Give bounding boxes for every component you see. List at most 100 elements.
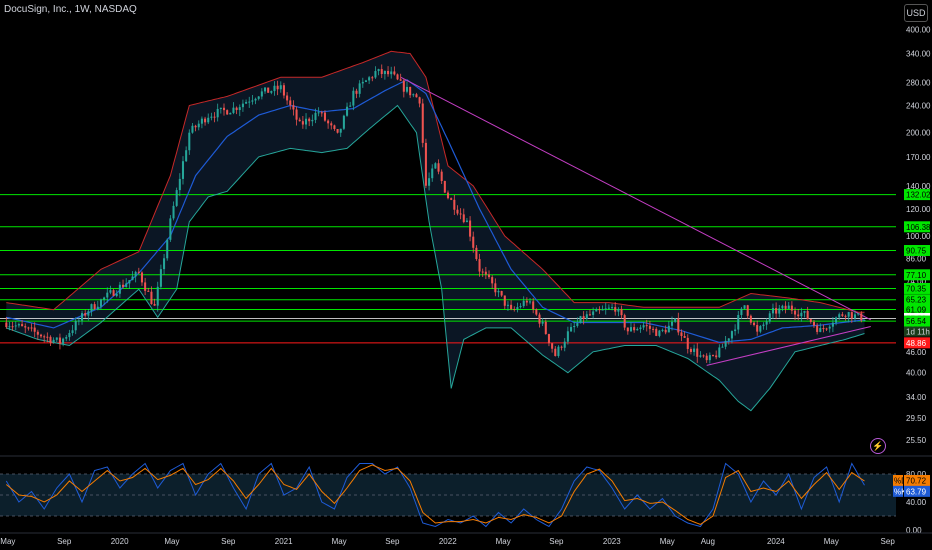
y-tick-label: 86.00 [906, 255, 927, 264]
candle-body [33, 327, 36, 332]
candle-body [639, 327, 642, 330]
stoch-k-key [893, 485, 903, 497]
candle-body [65, 337, 68, 339]
candle-body [860, 313, 863, 321]
y-tick-label: 100.00 [906, 232, 931, 241]
candle-body [529, 301, 532, 303]
level-tag [904, 337, 930, 349]
candle-body [557, 346, 560, 356]
candle-body [144, 282, 147, 291]
candle-body [661, 329, 664, 331]
level-tag-label: 61.09 [906, 306, 927, 315]
candle-body [200, 118, 203, 124]
candle-body [746, 305, 749, 316]
candle-body [614, 307, 617, 312]
lightning-icon[interactable]: ⚡ [870, 438, 886, 454]
candle-body [592, 311, 595, 315]
candle-body [465, 220, 468, 223]
candle-body [93, 304, 96, 310]
candle-body [276, 85, 279, 90]
candle-body [487, 274, 491, 278]
candle-body [491, 277, 494, 284]
candle-body [355, 90, 358, 94]
candle-body [563, 341, 566, 348]
candle-body [134, 271, 137, 277]
stoch-y-tick-label: 0.00 [906, 526, 922, 535]
candle-body [812, 321, 815, 326]
lower-band-line [6, 104, 865, 412]
candle-body [36, 331, 39, 335]
candle-body [412, 94, 415, 96]
candle-body [393, 71, 396, 75]
candle-body [390, 71, 393, 75]
candle-body [289, 100, 292, 106]
candle-body [298, 119, 301, 122]
x-tick-label: May [0, 537, 15, 546]
candle-body [118, 284, 121, 294]
candle-body [828, 326, 831, 329]
candle-body [822, 328, 825, 330]
candle-body [727, 338, 730, 341]
candle-body [292, 105, 295, 110]
candle-body [705, 355, 708, 361]
candle-body [96, 306, 99, 310]
candle-body [282, 85, 285, 96]
candle-body [819, 328, 822, 332]
candle-body [547, 334, 550, 344]
candle-body [137, 271, 140, 273]
candle-body [263, 87, 267, 92]
level-tag-label: 48.86 [906, 339, 927, 348]
candle-body [87, 311, 90, 316]
candle-body [371, 77, 374, 79]
candle-body [718, 347, 721, 358]
candle-body [711, 355, 715, 357]
candle-body [484, 271, 487, 275]
candle-body [781, 305, 784, 309]
y-tick-label: 340.00 [906, 50, 931, 59]
level-tag-label: 132.02 [906, 191, 931, 200]
candle-body [835, 317, 838, 323]
y-tick-label: 74.00 [906, 277, 927, 286]
candle-body [756, 325, 759, 332]
x-tick-label: May [164, 537, 179, 546]
stoch-k-tag [904, 485, 930, 497]
candle-body [759, 326, 762, 332]
candle-body [197, 123, 200, 128]
candle-body [771, 308, 774, 314]
candle-body [730, 331, 733, 339]
x-tick-label: Sep [57, 537, 72, 546]
candle-body [462, 214, 465, 223]
candle-body [648, 325, 651, 329]
candle-body [210, 116, 213, 118]
candle-body [667, 325, 670, 333]
candle-body [797, 314, 800, 317]
upper-band-line [6, 50, 865, 313]
candle-body [257, 96, 260, 99]
candle-body [159, 269, 162, 287]
candle-body [163, 258, 166, 270]
candle-body [39, 334, 43, 337]
candle-body [645, 325, 648, 327]
y-tick-label: 46.00 [906, 348, 927, 357]
candle-body [74, 321, 77, 331]
candle-body [510, 304, 513, 309]
candle-body [279, 85, 282, 90]
candle-body [245, 101, 248, 104]
candle-body [128, 280, 131, 284]
candle-body [194, 125, 197, 128]
candle-body [670, 321, 674, 326]
candle-body [765, 321, 768, 325]
candle-body [352, 90, 355, 106]
candle-body [693, 348, 696, 352]
candle-body [784, 305, 787, 309]
stoch-d-tag-label: 70.72 [906, 476, 927, 485]
candle-body [664, 329, 667, 333]
candle-body [147, 290, 150, 292]
candle-body [604, 308, 607, 310]
candle-body [611, 307, 614, 309]
candle-body [525, 300, 528, 303]
currency-button[interactable]: USD [904, 4, 928, 22]
candle-body [99, 299, 102, 307]
candle-body [715, 355, 718, 358]
